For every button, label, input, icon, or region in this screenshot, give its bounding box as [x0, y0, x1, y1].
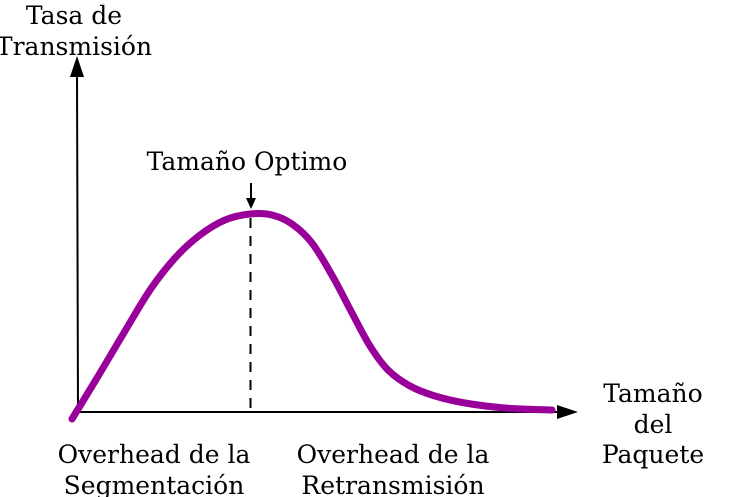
optimal-size-arrowhead-icon — [246, 198, 256, 209]
y-axis-arrowhead-icon — [70, 56, 84, 77]
x-axis-arrowhead-icon — [557, 405, 578, 419]
y-axis-label: Tasa de Transmisión — [0, 1, 153, 61]
y-axis-line — [76, 73, 79, 414]
x-axis-label: Tamaño del Paquete — [601, 379, 705, 469]
optimal-size-label: Tamaño Optimo — [146, 147, 348, 176]
retransmission-overhead-label: Overhead de la Retransmisión — [296, 440, 490, 497]
transmission-rate-curve — [68, 210, 556, 423]
segmentation-overhead-label: Overhead de la Segmentación — [57, 440, 251, 497]
